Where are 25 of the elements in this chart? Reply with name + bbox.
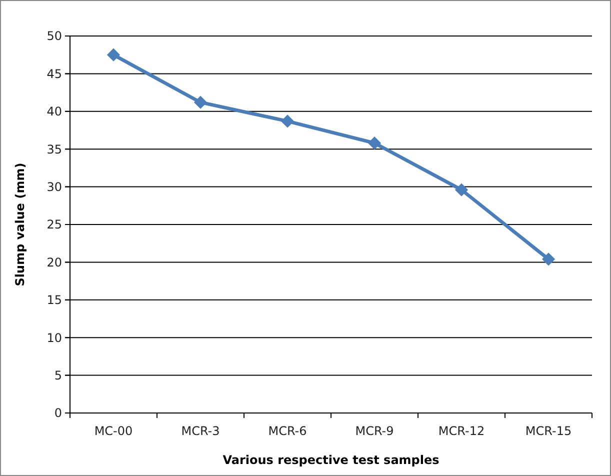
point bbox=[194, 96, 208, 109]
point bbox=[454, 183, 468, 196]
x-tick-label: MCR-15 bbox=[525, 424, 572, 438]
y-tick-label: 20 bbox=[46, 255, 62, 270]
x-axis-title: Various respective test samples bbox=[222, 453, 440, 467]
y-tick-label: 15 bbox=[46, 293, 62, 308]
y-tick-label: 50 bbox=[46, 29, 62, 44]
y-tick-label: 25 bbox=[46, 218, 62, 232]
x-tick-label: MCR-3 bbox=[181, 424, 220, 438]
x-tick-label: MC-00 bbox=[94, 424, 133, 438]
point bbox=[106, 48, 120, 62]
y-tick-label: 10 bbox=[46, 330, 62, 345]
y-tick-label: 45 bbox=[46, 66, 62, 81]
y-tick-label: 40 bbox=[46, 104, 62, 119]
y-tick-label: 5 bbox=[54, 368, 62, 382]
x-tick-label: MCR-9 bbox=[355, 424, 394, 438]
point bbox=[542, 252, 556, 266]
point bbox=[368, 136, 382, 150]
point bbox=[280, 114, 294, 128]
y-tick-label: 35 bbox=[46, 142, 62, 156]
y-tick-label: 30 bbox=[46, 180, 62, 194]
y-tick-label: 0 bbox=[54, 406, 62, 420]
x-tick-label: MCR-6 bbox=[268, 424, 307, 438]
x-tick-label: MCR-12 bbox=[438, 424, 485, 438]
y-axis-title: Slump value (mm) bbox=[13, 162, 27, 286]
